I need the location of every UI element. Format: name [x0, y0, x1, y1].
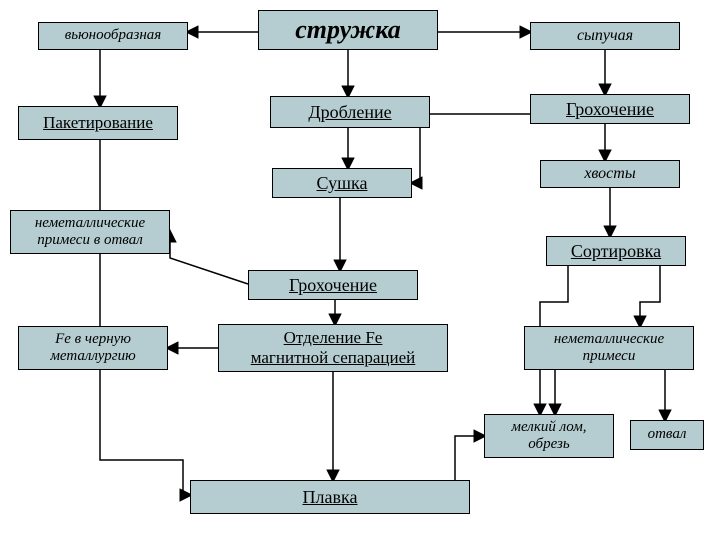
node-label: Пакетирование	[43, 113, 153, 133]
node-label: сыпучая	[577, 27, 633, 45]
edge	[100, 140, 190, 495]
node-label: Fe в черную металлургию	[50, 331, 135, 366]
node-otdel_fe: Отделение Fe магнитной сепарацией	[218, 324, 448, 372]
node-label: неметаллические примеси в отвал	[35, 215, 145, 250]
node-nemet1: неметаллические примеси в отвал	[10, 210, 170, 254]
edge	[640, 266, 660, 326]
node-melk: мелкий лом, обрезь	[484, 414, 614, 458]
node-drobl: Дробление	[270, 96, 430, 128]
node-label: Грохочение	[289, 275, 377, 296]
edge	[170, 232, 248, 284]
node-vjun: вьюнообразная	[38, 22, 188, 50]
node-plavka: Плавка	[190, 480, 470, 514]
node-label: мелкий лом, обрезь	[511, 419, 586, 454]
node-sushka: Сушка	[272, 168, 412, 198]
node-label: Отделение Fe магнитной сепарацией	[251, 328, 416, 367]
node-label: неметаллические примеси	[554, 331, 664, 366]
node-label: вьюнообразная	[65, 27, 161, 44]
node-sort: Сортировка	[546, 236, 686, 266]
node-label: хвосты	[584, 165, 635, 183]
node-label: Дробление	[308, 102, 391, 123]
node-label: Плавка	[303, 487, 358, 508]
node-label: Сортировка	[571, 241, 661, 262]
node-hvosty: хвосты	[540, 160, 680, 188]
node-sypu: сыпучая	[530, 22, 680, 50]
node-fe_chern: Fe в черную металлургию	[18, 326, 168, 370]
node-otval: отвал	[630, 420, 704, 450]
node-label: стружка	[295, 15, 401, 45]
node-nemet2: неметаллические примеси	[524, 326, 694, 370]
node-paket: Пакетирование	[18, 106, 178, 140]
node-groh1: Грохочение	[530, 94, 690, 124]
node-struzhka: стружка	[258, 10, 438, 50]
node-label: отвал	[648, 426, 687, 443]
node-groh2: Грохочение	[248, 270, 418, 300]
node-label: Грохочение	[566, 99, 654, 120]
node-label: Сушка	[317, 173, 368, 194]
